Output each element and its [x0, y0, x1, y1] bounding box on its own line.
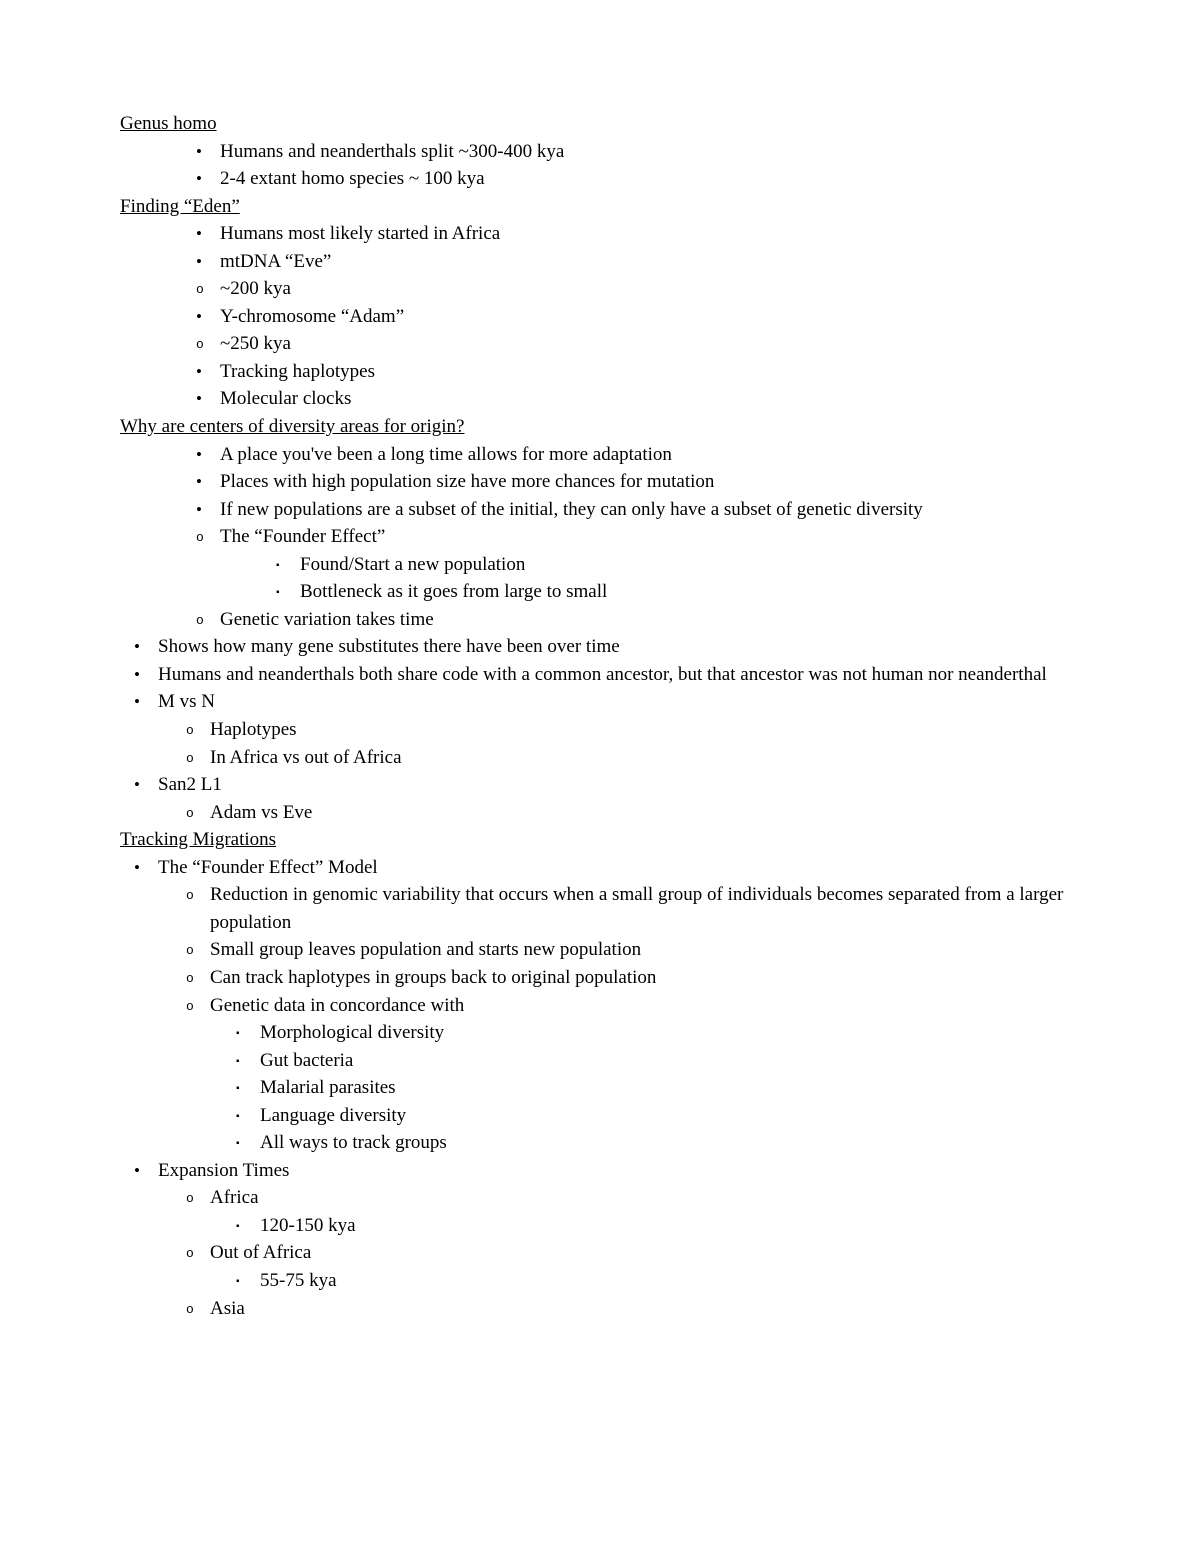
list-item: 120-150 kya [120, 1212, 1080, 1240]
section-list: Humans most likely started in AfricamtDN… [120, 220, 1080, 413]
list-item: Places with high population size have mo… [120, 468, 1080, 496]
section-heading: Why are centers of diversity areas for o… [120, 413, 1080, 441]
section-heading: Finding “Eden” [120, 193, 1080, 221]
list-item: Found/Start a new population [120, 551, 1080, 579]
list-item: A place you've been a long time allows f… [120, 441, 1080, 469]
list-item: San2 L1 [120, 771, 1080, 799]
list-item: The “Founder Effect” Model [120, 854, 1080, 882]
list-item: In Africa vs out of Africa [120, 744, 1080, 772]
list-item: Malarial parasites [120, 1074, 1080, 1102]
list-item: mtDNA “Eve” [120, 248, 1080, 276]
list-item: Can track haplotypes in groups back to o… [120, 964, 1080, 992]
list-item: Genetic data in concordance with [120, 992, 1080, 1020]
list-item: Humans most likely started in Africa [120, 220, 1080, 248]
list-item: M vs N [120, 688, 1080, 716]
list-item: Out of Africa [120, 1239, 1080, 1267]
list-item: Expansion Times [120, 1157, 1080, 1185]
list-item: Genetic variation takes time [120, 606, 1080, 634]
list-item: Humans and neanderthals both share code … [120, 661, 1080, 689]
list-item: Morphological diversity [120, 1019, 1080, 1047]
list-item: Y-chromosome “Adam” [120, 303, 1080, 331]
list-item: Humans and neanderthals split ~300-400 k… [120, 138, 1080, 166]
list-item: All ways to track groups [120, 1129, 1080, 1157]
list-item: Tracking haplotypes [120, 358, 1080, 386]
list-item: ~250 kya [120, 330, 1080, 358]
list-item: If new populations are a subset of the i… [120, 496, 1080, 524]
list-item: Bottleneck as it goes from large to smal… [120, 578, 1080, 606]
list-item: Asia [120, 1295, 1080, 1323]
list-item: ~200 kya [120, 275, 1080, 303]
section-heading: Tracking Migrations [120, 826, 1080, 854]
list-item: Adam vs Eve [120, 799, 1080, 827]
section-list: Humans and neanderthals split ~300-400 k… [120, 138, 1080, 193]
list-item: Haplotypes [120, 716, 1080, 744]
list-item: Shows how many gene substitutes there ha… [120, 633, 1080, 661]
list-item: 55-75 kya [120, 1267, 1080, 1295]
list-item: Reduction in genomic variability that oc… [120, 881, 1080, 936]
list-item: 2-4 extant homo species ~ 100 kya [120, 165, 1080, 193]
section-list: The “Founder Effect” ModelReduction in g… [120, 854, 1080, 1322]
section-heading: Genus homo [120, 110, 1080, 138]
list-item: Gut bacteria [120, 1047, 1080, 1075]
section-list: A place you've been a long time allows f… [120, 441, 1080, 827]
list-item: Molecular clocks [120, 385, 1080, 413]
list-item: Language diversity [120, 1102, 1080, 1130]
list-item: Africa [120, 1184, 1080, 1212]
list-item: Small group leaves population and starts… [120, 936, 1080, 964]
list-item: The “Founder Effect” [120, 523, 1080, 551]
document-body: Genus homoHumans and neanderthals split … [120, 110, 1080, 1322]
